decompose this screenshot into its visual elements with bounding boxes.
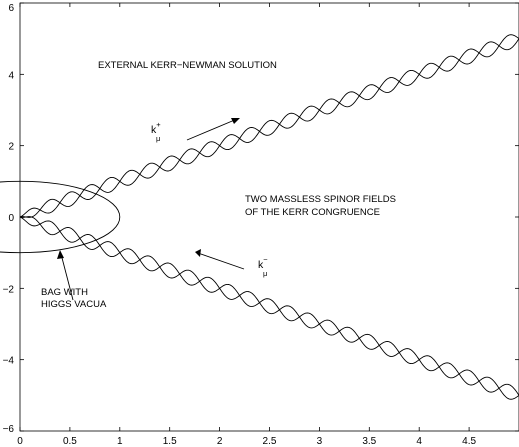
curves [0,34,519,400]
upper-congruence-strand-2 [19,38,519,218]
x-tick-label: 1 [117,436,123,447]
axis-ticks: 0 0.5 1 1.5 2 2.5 3 3.5 4 4.5 −6 −4 −2 0 2 4 6 [3,2,519,447]
bag-ellipse [0,180,121,254]
x-tick-label: 3 [317,436,323,447]
y-tick-label: 0 [8,213,14,224]
y-tick-label: 4 [8,70,14,81]
k-minus-sup: − [263,255,268,264]
k-minus-base: k [258,259,264,271]
k-minus-sub: μ [263,269,267,278]
y-tick-label: −6 [3,424,15,435]
k-minus-label: k− [258,255,268,271]
bag-label-line1: BAG WITH [41,287,88,298]
x-tick-label: 0.5 [63,436,77,447]
y-tick-label: 6 [8,3,14,14]
x-tick-label: 3.5 [362,436,376,447]
y-tick-label: −2 [3,284,15,295]
k-plus-sup: + [156,120,161,129]
k-plus-base: k [151,124,157,136]
x-tick-label: 4.5 [462,436,476,447]
k-minus-arrow [195,249,245,270]
x-tick-label: 2.5 [263,436,277,447]
k-plus-arrow [186,118,240,141]
spinor-fields-label-line1: TWO MASSLESS SPINOR FIELDS [245,194,396,205]
y-tick-label: −4 [3,356,15,367]
spinor-fields-label-line2: OF THE KERR CONGRUENCE [245,207,380,218]
k-plus-sub: μ [156,134,160,143]
x-tick-label: 0 [17,436,23,447]
x-tick-label: 1.5 [163,436,177,447]
y-tick-label: 2 [8,142,14,153]
bag-arrow [57,250,74,301]
external-solution-label: EXTERNAL KERR−NEWMAN SOLUTION [98,60,277,71]
x-tick-label: 4 [416,436,422,447]
x-tick-label: 2 [217,436,223,447]
lower-congruence-strand-2 [19,216,519,400]
upper-congruence-strand-1 [19,34,519,218]
k-plus-label: k+ [151,120,161,136]
lower-congruence-strand-1 [19,216,519,396]
bag-label-line2: HIGGS VACUA [41,299,107,310]
plot-frame [19,2,519,432]
